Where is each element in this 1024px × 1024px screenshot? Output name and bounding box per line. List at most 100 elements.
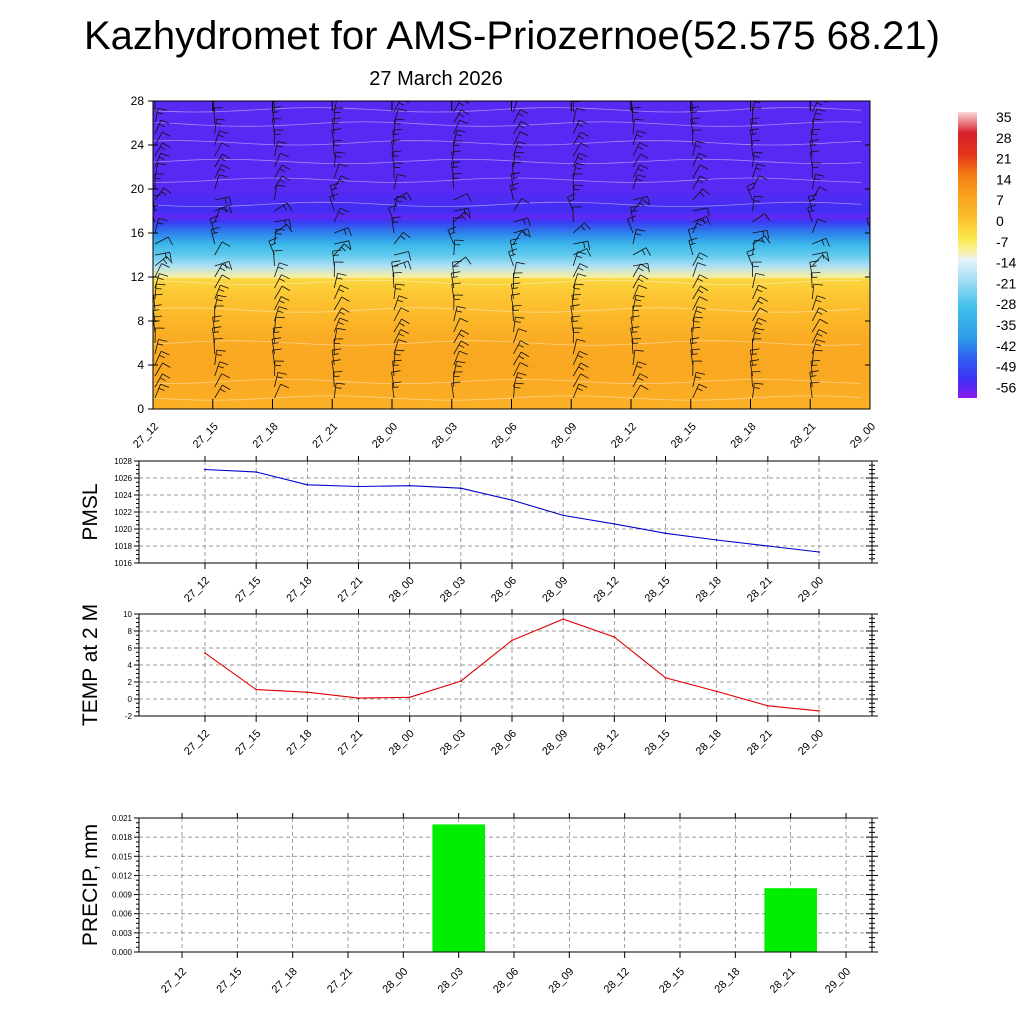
wind-barb-feather: [871, 288, 877, 289]
wind-barb-feather: [281, 175, 290, 181]
wind-barb-staff: [393, 232, 404, 245]
wind-barb-feather: [160, 191, 167, 196]
wind-barb-feather: [639, 373, 649, 379]
wind-barb-staff: [811, 119, 815, 135]
wind-barb-feather: [567, 193, 576, 198]
wind-barb-feather: [465, 256, 472, 265]
wind-barb-staff: [572, 142, 581, 157]
wind-barb-feather: [523, 218, 526, 226]
wind-barb-feather: [210, 226, 220, 230]
colorbar-label: -56: [996, 379, 1016, 395]
wind-barb-staff: [808, 196, 813, 212]
contour-line: [153, 177, 862, 183]
wind-barb-feather: [569, 198, 575, 202]
wind-barb-staff: [453, 109, 462, 124]
wind-barb-feather: [699, 191, 705, 197]
wind-barb-feather: [158, 156, 165, 160]
wind-barb-feather: [876, 124, 882, 126]
precip-panel: 0.000 0.003 0.006 0.009 0.012 0.015 0.018 0.021…: [79, 813, 878, 996]
wind-barb-feather: [157, 112, 164, 115]
wind-barb-feather: [157, 277, 164, 280]
wind-barb-feather: [640, 274, 649, 280]
wind-barb-staff: [513, 317, 516, 333]
wind-barb-feather: [461, 214, 466, 220]
wind-barb-feather: [576, 107, 586, 111]
wind-barb-feather: [401, 318, 410, 324]
wind-barb-feather: [574, 283, 584, 286]
wind-barb-feather: [821, 239, 825, 246]
contour-lines: [153, 107, 862, 401]
wind-barb-feather: [706, 216, 711, 226]
y-tick-label: 12: [131, 270, 145, 284]
wind-barb-feather: [698, 383, 708, 389]
x-tick-label: 28_03: [430, 421, 460, 451]
x-tick-label: 28_03: [438, 575, 468, 605]
wind-barb-feather: [159, 273, 169, 277]
wind-barb-staff: [393, 119, 396, 135]
wind-barb-feather: [637, 168, 644, 172]
wind-barb-feather: [161, 263, 170, 268]
wind-barb-feather: [158, 387, 165, 391]
wind-barb-feather: [753, 156, 760, 158]
wind-barb-staff: [214, 274, 223, 289]
wind-barb-staff: [630, 101, 634, 113]
wind-barb-feather: [279, 168, 286, 173]
wind-barb-feather: [689, 242, 696, 246]
data-point: [255, 688, 258, 691]
wind-barb-staff: [393, 295, 400, 311]
wind-barb-staff: [872, 204, 885, 211]
wind-barb-feather: [218, 288, 225, 292]
x-tick-label: 28_18: [712, 966, 742, 996]
wind-barb-feather: [576, 339, 586, 342]
wind-barb-staff: [513, 120, 522, 135]
wind-barb-staff: [214, 295, 218, 311]
wind-barb-staff: [333, 296, 343, 311]
wind-barb-staff: [274, 219, 290, 223]
wind-barb-feather: [456, 129, 466, 133]
contour-line: [153, 279, 862, 286]
wind-barb-feather: [869, 283, 870, 285]
wind-barb-feather: [702, 218, 706, 224]
wind-barb-feather: [759, 175, 768, 181]
wind-barb-feather: [875, 306, 884, 308]
x-tick-label: 28_09: [549, 421, 579, 451]
wind-barb-feather: [219, 168, 225, 172]
wind-barb-staff: [746, 185, 753, 201]
wind-barb-staff: [812, 237, 827, 245]
wind-barb-feather: [700, 164, 709, 170]
wind-barb-feather: [515, 316, 525, 319]
wind-barb-feather: [167, 236, 173, 246]
wind-barb-feather: [578, 119, 588, 125]
colorbar-label: 7: [996, 192, 1004, 208]
y-tick-label: 1022: [114, 508, 132, 517]
wind-barb-staff: [154, 218, 159, 234]
wind-barb-feather: [160, 383, 170, 388]
wind-barb-staff: [632, 295, 637, 311]
wind-barb-feather: [696, 388, 703, 392]
wind-barb-feather: [699, 252, 708, 258]
wind-barb-feather: [695, 376, 701, 379]
wind-barb-staff: [154, 351, 162, 366]
wind-barb-staff: [393, 350, 396, 366]
y-tick-label: 0.009: [112, 891, 133, 900]
wind-barb-staff: [274, 141, 279, 157]
wind-barb-feather: [520, 109, 529, 115]
wind-barb-feather: [637, 377, 644, 381]
temp-2m-panel: -2 0 2 4 6 8 10 27_12 27_15 27_18 27_21 28_00 28_03 2…: [79, 604, 878, 758]
wind-barb-staff: [274, 384, 281, 399]
wind-barb-staff: [872, 120, 878, 134]
wind-barb-feather: [819, 318, 828, 324]
wind-barb-feather: [221, 142, 230, 148]
wind-barb-feather: [211, 220, 218, 224]
wind-barb-feather: [276, 184, 286, 187]
wind-barb-staff: [391, 262, 395, 278]
wind-barb-staff: [871, 262, 872, 277]
x-tick-label: 29_00: [796, 575, 826, 605]
wind-barb-feather: [640, 384, 649, 390]
x-tick-label: 27_15: [191, 421, 221, 451]
wind-barb-feather: [331, 128, 341, 131]
wind-barb-feather: [169, 252, 172, 262]
wind-barb-staff: [453, 207, 469, 212]
wind-barb-staff: [509, 240, 514, 256]
wind-barb-staff: [811, 186, 820, 201]
